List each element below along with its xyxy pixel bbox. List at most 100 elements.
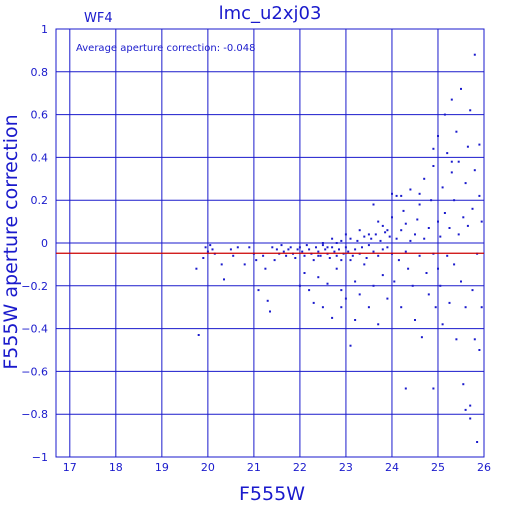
data-point	[464, 408, 467, 411]
data-point	[335, 254, 338, 257]
y-tick-label: −0.2	[21, 280, 48, 293]
data-point	[289, 246, 292, 249]
x-tick-label: 19	[155, 461, 169, 474]
data-point	[400, 194, 403, 197]
data-point	[469, 417, 472, 420]
data-point	[460, 280, 462, 283]
data-point	[423, 177, 426, 180]
data-point	[209, 244, 212, 247]
data-point	[381, 224, 384, 227]
data-point	[317, 276, 320, 279]
data-point	[296, 248, 299, 251]
x-tick-label: 25	[431, 461, 445, 474]
data-point	[418, 254, 421, 257]
data-point	[473, 53, 476, 56]
data-point	[418, 192, 421, 195]
data-point	[319, 254, 322, 257]
data-point	[354, 280, 357, 283]
x-tick-label: 22	[293, 461, 307, 474]
data-point	[450, 171, 453, 174]
data-point	[344, 233, 347, 236]
data-point	[395, 194, 398, 197]
data-point	[262, 254, 265, 257]
data-point	[285, 254, 288, 257]
data-point	[202, 257, 205, 259]
data-point	[338, 248, 340, 251]
data-point	[331, 237, 334, 240]
data-point	[354, 319, 357, 321]
data-point	[384, 231, 387, 234]
data-point	[434, 306, 437, 309]
data-point	[437, 267, 439, 270]
data-point	[437, 220, 439, 223]
data-point	[308, 248, 311, 251]
data-point	[430, 199, 433, 202]
data-point	[441, 186, 444, 189]
y-tick-label: −1	[32, 451, 48, 464]
data-point	[305, 244, 308, 247]
data-point	[282, 250, 285, 253]
data-point	[397, 259, 400, 262]
data-point	[469, 109, 472, 112]
data-point	[349, 237, 352, 240]
data-point	[349, 259, 352, 262]
data-point	[402, 209, 405, 212]
data-point	[391, 216, 393, 219]
data-point	[365, 257, 368, 259]
data-point	[480, 306, 483, 309]
data-point	[367, 233, 370, 236]
x-tick-label: 17	[63, 461, 77, 474]
data-point	[211, 248, 214, 251]
data-point	[386, 229, 389, 232]
data-point	[232, 254, 235, 257]
x-tick-label: 18	[109, 461, 123, 474]
data-point	[275, 248, 278, 251]
data-point	[420, 336, 423, 339]
data-point	[358, 229, 361, 232]
data-point	[469, 404, 472, 407]
data-point	[349, 344, 352, 347]
data-point	[414, 319, 416, 321]
y-tick-label: −0.8	[21, 408, 48, 421]
data-point	[464, 306, 467, 309]
chart-title: lmc_u2xj03	[219, 3, 322, 24]
data-point	[324, 248, 327, 251]
x-tick-label: 24	[385, 461, 399, 474]
chart-annotation: Average aperture correction: -0.048	[76, 43, 256, 54]
data-point	[351, 254, 354, 257]
data-point	[466, 224, 469, 227]
data-point	[379, 239, 382, 242]
y-tick-label: −0.6	[21, 365, 48, 378]
y-tick-label: 0.4	[31, 151, 49, 164]
x-axis-label: F555W	[239, 483, 305, 505]
data-point	[317, 254, 320, 257]
data-point	[404, 222, 407, 225]
data-point	[453, 263, 456, 266]
data-point	[377, 220, 380, 223]
data-point	[340, 239, 343, 242]
data-point	[471, 207, 474, 210]
data-point	[287, 248, 290, 251]
data-point	[455, 338, 458, 341]
chart-subtitle: WF4	[84, 11, 113, 26]
data-point	[404, 250, 407, 253]
y-tick-label: 0.2	[31, 194, 49, 207]
data-point	[255, 259, 258, 262]
data-point	[335, 242, 338, 244]
data-point	[409, 239, 412, 242]
data-point	[416, 218, 419, 221]
data-point	[464, 182, 467, 185]
x-tick-label: 26	[477, 461, 491, 474]
data-point	[340, 259, 343, 262]
data-point	[446, 152, 449, 155]
data-point	[363, 235, 366, 238]
data-point	[418, 203, 421, 206]
x-tick-label: 21	[247, 461, 261, 474]
data-point	[280, 244, 283, 247]
y-tick-label: −0.4	[21, 323, 48, 336]
data-point	[374, 233, 377, 236]
data-point	[372, 284, 375, 287]
data-point	[195, 267, 198, 270]
data-point	[340, 306, 343, 309]
